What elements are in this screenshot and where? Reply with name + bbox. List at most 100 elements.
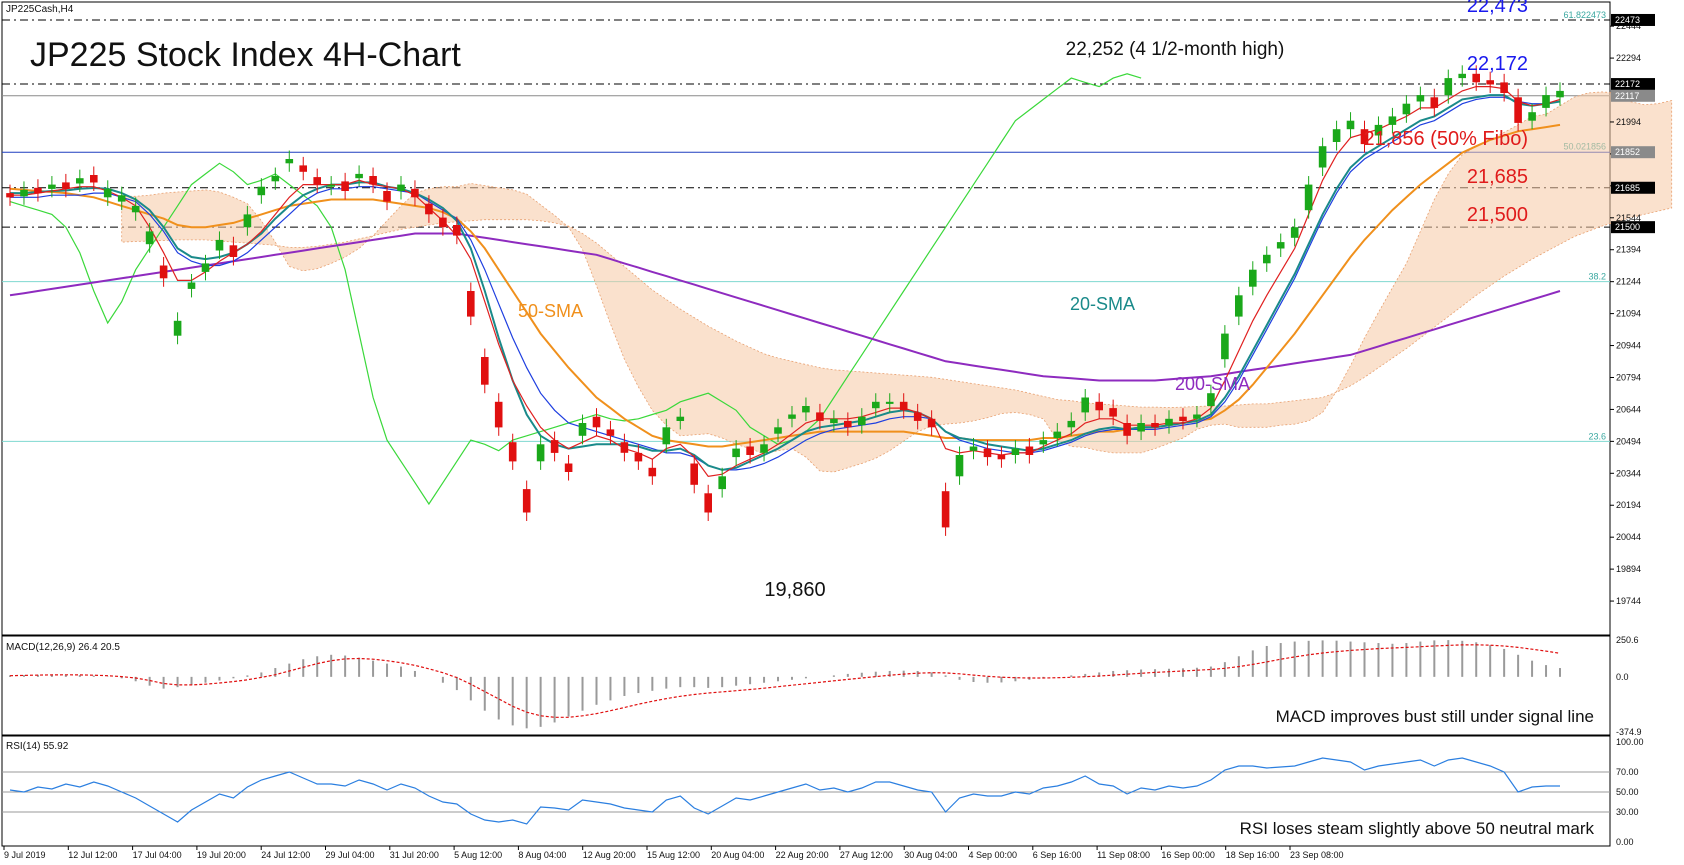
x-tick-label-17: 11 Sep 08:00 [1097, 850, 1150, 860]
ichimoku-cloud-area [121, 91, 1673, 473]
candle-body-56 [788, 414, 796, 419]
candle-body-22 [313, 177, 321, 185]
price-tag-5: 21500 [1615, 222, 1640, 232]
candle-body-11 [159, 265, 168, 279]
candle-body-91 [1276, 242, 1285, 249]
candle-body-109 [1528, 112, 1536, 121]
price-tick-label-11: 20644 [1616, 404, 1641, 414]
candle-body-47 [662, 427, 671, 445]
price-tag-2: 22117 [1615, 91, 1639, 101]
rsi-layer: 100.00 70.00 50.00 30.00 0.00 [2, 737, 1644, 847]
x-axis: 9 Jul 2019 12 Jul 12:00 17 Jul 04:00 19 Jul… [3, 846, 1344, 860]
macd-layer: 250.6 0.0 -374.9 [9, 635, 1642, 737]
candle-body-8 [117, 195, 126, 202]
candle-body-106 [1486, 80, 1494, 85]
candle-body-39 [550, 440, 559, 453]
candle-body-73 [1025, 446, 1034, 455]
price-tick-label-17: 19744 [1616, 596, 1641, 606]
candle-body-84 [1179, 416, 1187, 421]
candle-body-30 [425, 203, 433, 215]
candle-body-71 [997, 455, 1006, 460]
candle-body-16 [229, 245, 238, 257]
price-tick-label-8: 21094 [1616, 309, 1641, 319]
price-tick-label-0: 22444 [1616, 21, 1641, 31]
price-tag-1: 22172 [1615, 79, 1640, 89]
candle-body-18 [257, 186, 266, 196]
price-y-axis: 2244422294219942184421694215442139421244… [1610, 13, 1655, 606]
candle-body-62 [872, 401, 880, 409]
candle-body-38 [536, 444, 545, 462]
candle-body-88 [1235, 295, 1243, 317]
annotation-21500: 21,500 [1467, 204, 1528, 226]
price-tag-bg-3 [1611, 146, 1655, 159]
candle-body-49 [690, 463, 698, 485]
candle-body-61 [858, 416, 866, 426]
candle-body-31 [439, 217, 447, 228]
candle-body-98 [1374, 124, 1383, 136]
candle-body-75 [1053, 431, 1062, 438]
rsi-tick-label-0: 100.00 [1616, 737, 1644, 747]
rsi-line [9, 757, 1560, 825]
candle-body-90 [1263, 254, 1271, 264]
candle-body-77 [1081, 397, 1089, 413]
candle-body-103 [1444, 78, 1453, 96]
candle-body-1 [20, 189, 28, 197]
candle-body-89 [1249, 269, 1257, 287]
candle-body-63 [885, 401, 894, 404]
candle-body-74 [1039, 440, 1048, 445]
candle-body-19 [271, 176, 280, 182]
candle-body-3 [48, 184, 56, 189]
ichimoku-cloud [121, 91, 1673, 473]
candle-body-59 [830, 418, 838, 424]
candle-body-108 [1514, 97, 1522, 123]
price-tick-label-5: 21544 [1616, 213, 1641, 223]
candle-body-50 [704, 493, 712, 513]
x-tick-label-12: 22 Aug 20:00 [776, 850, 829, 860]
candle-body-102 [1430, 97, 1439, 108]
candle-body-2 [34, 187, 42, 194]
candle-body-9 [131, 205, 140, 213]
macd-tick-label-2: -374.9 [1616, 727, 1642, 737]
x-tick-label-10: 15 Aug 12:00 [647, 850, 700, 860]
rsi-tick-label-4: 0.00 [1616, 837, 1634, 847]
line-200-sma [9, 232, 1561, 382]
candle-body-99 [1388, 116, 1397, 125]
rsi-tick-label-3: 30.00 [1616, 807, 1639, 817]
x-tick-label-9: 12 Aug 20:00 [583, 850, 636, 860]
candle-body-4 [62, 182, 70, 189]
price-tag-bg-5 [1611, 221, 1655, 234]
candle-body-44 [620, 442, 629, 453]
price-tag-bg-1 [1611, 78, 1655, 91]
fib-label-2: 38.2 [1588, 272, 1606, 282]
candle-body-29 [411, 188, 419, 198]
candle-body-104 [1458, 73, 1466, 79]
candle-body-82 [1151, 423, 1159, 428]
candle-body-41 [578, 423, 587, 436]
candle-body-67 [941, 491, 950, 528]
x-tick-label-8: 8 Aug 04:00 [518, 850, 566, 860]
x-tick-label-0: 9 Jul 2019 [4, 850, 46, 860]
candle-body-54 [760, 444, 768, 453]
candle-body-76 [1067, 420, 1076, 428]
candle-body-83 [1165, 418, 1173, 426]
candle-body-97 [1360, 129, 1369, 145]
candle-body-33 [467, 291, 475, 317]
candle-body-51 [718, 476, 726, 490]
price-tag-bg-4 [1611, 181, 1655, 194]
candle-body-110 [1542, 95, 1550, 108]
candle-body-96 [1346, 120, 1355, 130]
candle-body-72 [1011, 448, 1020, 455]
x-tick-label-4: 24 Jul 12:00 [261, 850, 310, 860]
price-tick-label-6: 21394 [1616, 245, 1641, 255]
price-tick-label-14: 20194 [1616, 500, 1641, 510]
candle-body-27 [383, 191, 391, 202]
candle-body-53 [746, 446, 754, 455]
candle-body-92 [1290, 227, 1299, 238]
candle-body-40 [564, 463, 573, 472]
candle-body-20 [285, 159, 294, 164]
rsi-tick-label-1: 70.00 [1616, 767, 1639, 777]
annotation-22172: 22,172 [1467, 53, 1528, 75]
fib-label-3: 23.6 [1588, 431, 1606, 441]
candle-body-6 [90, 175, 98, 183]
price-tag-bg-0 [1611, 13, 1655, 26]
